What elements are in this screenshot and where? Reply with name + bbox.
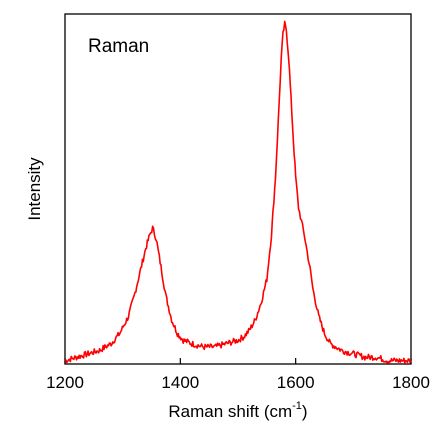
x-axis-title-superscript: -1 — [292, 400, 302, 412]
x-axis-title-close: ) — [302, 402, 308, 421]
y-axis-title: Intensity — [25, 157, 44, 221]
x-tick-label-1200: 1200 — [46, 373, 84, 392]
x-tick-label-1600: 1600 — [277, 373, 315, 392]
plot-frame — [64, 13, 412, 365]
x-tick-label-1400: 1400 — [161, 373, 199, 392]
x-ticks: 1200 1400 1600 1800 — [46, 358, 430, 392]
raman-spectrum-line — [64, 20, 412, 364]
x-axis-title: Raman shift (cm-1) — [168, 400, 307, 421]
x-tick-label-1800: 1800 — [392, 373, 430, 392]
x-axis-title-main: Raman shift (cm — [168, 402, 292, 421]
raman-annotation: Raman — [88, 36, 149, 57]
